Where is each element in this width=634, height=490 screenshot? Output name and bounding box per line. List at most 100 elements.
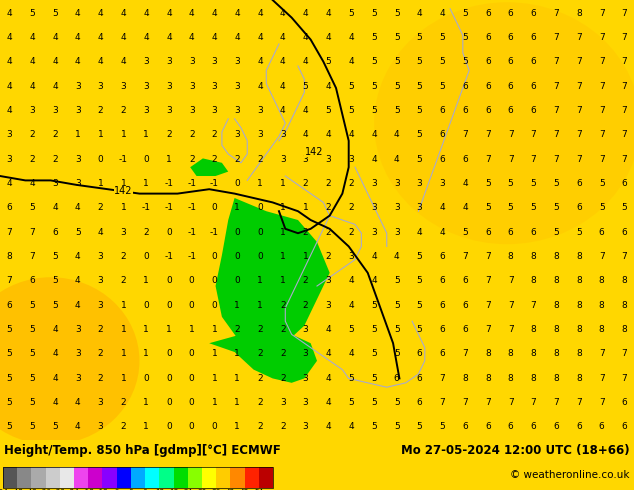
Text: 6: 6 — [462, 422, 468, 431]
Text: 5: 5 — [599, 203, 605, 212]
Text: 6: 6 — [599, 422, 605, 431]
Text: 1: 1 — [257, 276, 263, 285]
Text: 6: 6 — [576, 179, 582, 188]
Text: 2: 2 — [143, 228, 149, 237]
Text: -48: -48 — [11, 489, 23, 490]
Text: 3: 3 — [166, 57, 172, 66]
Text: 8: 8 — [485, 374, 491, 383]
Text: 4: 4 — [7, 57, 12, 66]
Text: 4: 4 — [462, 203, 468, 212]
Text: 4: 4 — [303, 130, 308, 139]
Text: 4: 4 — [280, 82, 286, 91]
Text: 5: 5 — [52, 422, 58, 431]
Text: 2: 2 — [257, 325, 263, 334]
Text: 18: 18 — [169, 489, 178, 490]
Text: 3: 3 — [120, 82, 126, 91]
Text: 2: 2 — [29, 130, 35, 139]
Text: 4: 4 — [75, 276, 81, 285]
Text: 7: 7 — [599, 130, 605, 139]
Text: 2: 2 — [326, 179, 331, 188]
Text: 1: 1 — [303, 252, 309, 261]
Text: 5: 5 — [417, 276, 422, 285]
Text: 0: 0 — [257, 228, 263, 237]
Text: 5: 5 — [52, 9, 58, 18]
Text: 2: 2 — [348, 203, 354, 212]
Text: 8: 8 — [508, 252, 514, 261]
Text: 4: 4 — [75, 252, 81, 261]
Text: 4: 4 — [75, 203, 81, 212]
Text: 1: 1 — [235, 301, 240, 310]
Text: 5: 5 — [417, 301, 422, 310]
Text: 7: 7 — [599, 9, 605, 18]
Text: 4: 4 — [143, 33, 149, 42]
Text: 0: 0 — [143, 374, 149, 383]
Text: 5: 5 — [52, 301, 58, 310]
Text: 6: 6 — [29, 276, 35, 285]
Text: 4: 4 — [348, 422, 354, 431]
Text: 4: 4 — [120, 33, 126, 42]
Text: 4: 4 — [280, 106, 286, 115]
Text: 5: 5 — [394, 57, 399, 66]
Bar — [230, 467, 245, 488]
Text: 3: 3 — [75, 179, 81, 188]
Text: 5: 5 — [371, 301, 377, 310]
Text: 4: 4 — [303, 57, 308, 66]
Text: 4: 4 — [348, 349, 354, 358]
Text: 7: 7 — [6, 276, 13, 285]
Text: 1: 1 — [143, 130, 149, 139]
Text: 7: 7 — [621, 106, 628, 115]
Text: 2: 2 — [280, 422, 286, 431]
Text: 1: 1 — [120, 203, 126, 212]
Text: 3: 3 — [303, 325, 309, 334]
Text: 0: 0 — [166, 228, 172, 237]
Text: 1: 1 — [120, 301, 126, 310]
Text: 5: 5 — [417, 155, 422, 164]
Text: 2: 2 — [120, 106, 126, 115]
Text: 1: 1 — [143, 325, 149, 334]
Text: 3: 3 — [280, 398, 286, 407]
Text: 7: 7 — [576, 155, 582, 164]
Text: 1: 1 — [189, 325, 195, 334]
Text: 0: 0 — [257, 252, 263, 261]
Text: 5: 5 — [6, 398, 13, 407]
Text: 6: 6 — [531, 228, 536, 237]
Text: 5: 5 — [348, 82, 354, 91]
Text: 6: 6 — [531, 82, 536, 91]
Text: 7: 7 — [485, 325, 491, 334]
Text: 6: 6 — [417, 349, 422, 358]
Text: 1: 1 — [280, 203, 286, 212]
Text: 0: 0 — [189, 398, 195, 407]
Text: 4: 4 — [326, 349, 331, 358]
Text: 7: 7 — [6, 228, 13, 237]
Text: 7: 7 — [508, 155, 514, 164]
Text: 48: 48 — [240, 489, 249, 490]
Text: 7: 7 — [553, 106, 559, 115]
Text: 4: 4 — [257, 33, 263, 42]
Text: 7: 7 — [508, 398, 514, 407]
Text: 6: 6 — [508, 57, 514, 66]
Text: 5: 5 — [325, 57, 331, 66]
Text: 2: 2 — [348, 179, 354, 188]
Text: 6: 6 — [508, 106, 514, 115]
Text: -1: -1 — [141, 203, 151, 212]
Text: 1: 1 — [98, 130, 103, 139]
Text: 2: 2 — [120, 252, 126, 261]
Text: 3: 3 — [417, 203, 422, 212]
Text: 6: 6 — [485, 33, 491, 42]
Text: 7: 7 — [599, 398, 605, 407]
Text: 4: 4 — [98, 9, 103, 18]
Text: 5: 5 — [485, 203, 491, 212]
Text: 0: 0 — [212, 276, 217, 285]
Text: 4: 4 — [52, 57, 58, 66]
Text: 6: 6 — [485, 422, 491, 431]
Text: 8: 8 — [553, 325, 559, 334]
Text: 1: 1 — [75, 130, 81, 139]
Text: 7: 7 — [485, 301, 491, 310]
Text: 3: 3 — [212, 57, 217, 66]
Text: 5: 5 — [348, 325, 354, 334]
Text: 4: 4 — [75, 57, 81, 66]
Text: -1: -1 — [164, 179, 174, 188]
Text: 5: 5 — [371, 349, 377, 358]
Text: 4: 4 — [212, 33, 217, 42]
Text: 5: 5 — [29, 374, 35, 383]
